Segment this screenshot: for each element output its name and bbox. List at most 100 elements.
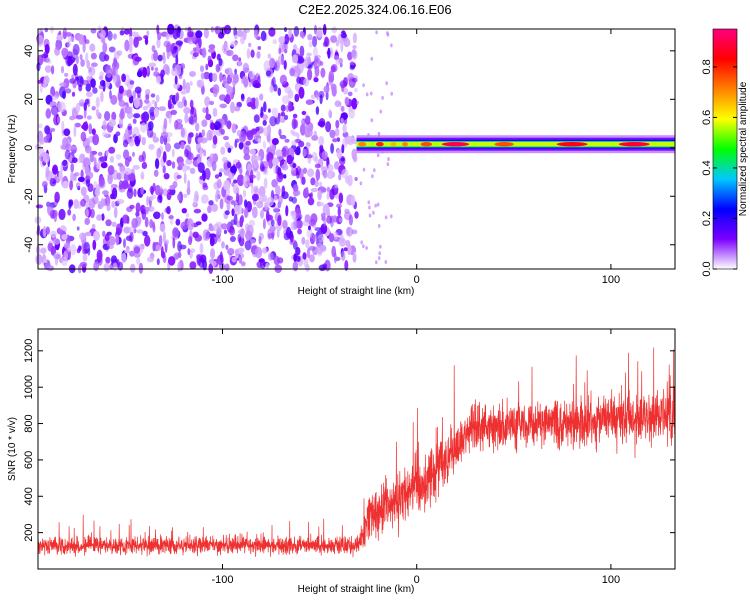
y-tick-label: 0 (23, 145, 35, 151)
spectrogram-noise-cell (92, 133, 100, 146)
spectrogram-noise-cell (185, 82, 191, 94)
spectrogram-noise-cell (306, 228, 313, 239)
spectrogram-noise-cell (386, 162, 390, 167)
spectrogram-noise-cell (278, 128, 282, 137)
spectrogram-noise-cell (203, 28, 209, 39)
spectrogram-noise-cell (70, 163, 75, 173)
spectrogram-noise-cell (201, 119, 208, 127)
spectrogram-noise-cell (67, 209, 72, 216)
spectrogram-noise-cell (285, 205, 289, 217)
spectrogram-noise-cell (179, 244, 187, 250)
spectrogram-noise-cell (224, 263, 230, 272)
spectrogram-noise-cell (81, 124, 88, 130)
spectrogram-noise-cell (208, 200, 214, 206)
spectrogram-noise-cell (232, 78, 237, 87)
spectrogram-noise-cell (85, 98, 89, 105)
spectrogram-noise-cell (245, 140, 251, 146)
spectrogram-noise-cell (75, 102, 81, 113)
spectrogram-noise-cell (170, 109, 177, 115)
spectrogram-noise-cell (375, 30, 378, 35)
spectrogram-noise-cell (326, 191, 330, 200)
spectrogram-noise-cell (96, 249, 103, 261)
spectrogram-noise-cell (163, 40, 171, 48)
spectrogram-noise-cell (298, 86, 305, 99)
spectrogram-noise-cell (153, 71, 160, 77)
spectrogram-noise-cell (226, 195, 233, 201)
spectrogram-noise-cell (236, 29, 244, 37)
spectrogram-noise-cell (360, 240, 364, 245)
spectrogram-noise-cell (308, 245, 316, 251)
spectrogram-noise-cell (312, 46, 318, 57)
spectrogram-noise-cell (78, 245, 82, 252)
spectrogram-noise-cell (328, 70, 335, 83)
spectrogram-noise-cell (105, 219, 112, 227)
spectrogram-noise-cell (219, 26, 227, 36)
spectrogram-noise-cell (137, 90, 141, 99)
spectrogram-noise-cell (156, 37, 161, 49)
spectrogram-noise-cell (349, 61, 355, 66)
spectrogram-noise-cell (268, 27, 276, 37)
spectrogram-xlabel: Height of straight line (km) (298, 286, 415, 297)
spectrogram-noise-cell (365, 92, 369, 97)
spectrogram-noise-cell (114, 68, 119, 75)
x-tick-label: 0 (414, 574, 420, 586)
spectrogram-noise-cell (132, 90, 137, 99)
spectrogram-noise-cell (90, 52, 97, 60)
spectrogram-noise-cell (46, 265, 55, 272)
spectrogram-noise-cell (61, 256, 68, 267)
spectrogram-noise-cell (166, 206, 171, 215)
spectrogram-noise-cell (115, 153, 122, 160)
spectrogram-noise-cell (94, 188, 101, 197)
spectrogram-noise-cell (351, 148, 357, 160)
spectrogram-noise-cell (331, 26, 338, 34)
spectrogram-noise-cell (52, 164, 59, 175)
spectrogram-noise-cell (164, 239, 169, 245)
spectrogram-noise-cell (189, 167, 196, 175)
spectrogram-noise-cell (368, 213, 372, 218)
spectrogram-noise-cell (207, 59, 214, 68)
spectrogram-noise-cell (136, 229, 144, 234)
spectrogram-noise-cell (280, 111, 286, 117)
spectrogram-noise-cell (74, 172, 80, 177)
spectrogram-noise-cell (232, 184, 239, 195)
x-tick-label: -100 (211, 574, 233, 586)
colorbar-tick-label: 0.0 (701, 261, 713, 276)
spectrogram-noise-cell (120, 108, 125, 120)
spectrogram-noise-cell (283, 60, 287, 70)
spectrogram-noise-cell (76, 114, 84, 120)
spectrogram-noise-cell (220, 223, 228, 230)
spectrogram-noise-cell (132, 151, 135, 157)
spectrogram-noise-cell (322, 41, 328, 47)
spectrogram-noise-cell (271, 231, 275, 240)
spectrogram-noise-cell (323, 214, 327, 227)
snr-background (38, 329, 675, 569)
spectrogram-noise-cell (354, 87, 358, 93)
spectrogram-noise-cell (151, 66, 154, 71)
spectrogram-noise-cell (340, 157, 345, 162)
spectrogram-noise-cell (70, 244, 77, 256)
spectrogram-noise-cell (50, 177, 53, 185)
spectrogram-band-peak (420, 142, 433, 147)
spectrogram-noise-cell (172, 227, 180, 238)
spectrogram-frame (37, 28, 676, 270)
spectrogram-noise-cell (193, 208, 202, 214)
spectrogram-noise-cell (200, 137, 208, 144)
spectrogram-noise-cell (42, 180, 48, 188)
spectrogram-noise-cell (219, 198, 224, 210)
spectrogram-noise-cell (79, 54, 83, 61)
spectrogram-noise-cell (288, 28, 293, 38)
colorbar-axes: 0.0 0.2 0.4 0.6 0.8 (701, 28, 738, 277)
spectrogram-noise-cell (311, 135, 319, 141)
spectrogram-noise-cell (292, 113, 298, 119)
spectrogram-noise-cell (201, 129, 206, 137)
spectrogram-noise-cell (296, 55, 304, 64)
spectrogram-noise-cell (38, 147, 45, 157)
spectrogram-noise-cell (250, 49, 255, 58)
spectrogram-noise-cell (305, 99, 314, 105)
spectrogram-noise-cell (66, 58, 74, 66)
spectrogram-noise-cell (301, 236, 306, 245)
spectrogram-noise-cell (292, 54, 299, 64)
spectrogram-noise-cell (220, 146, 226, 155)
spectrogram-noise-cell (167, 99, 172, 110)
spectrogram-noise-cell (338, 217, 343, 223)
